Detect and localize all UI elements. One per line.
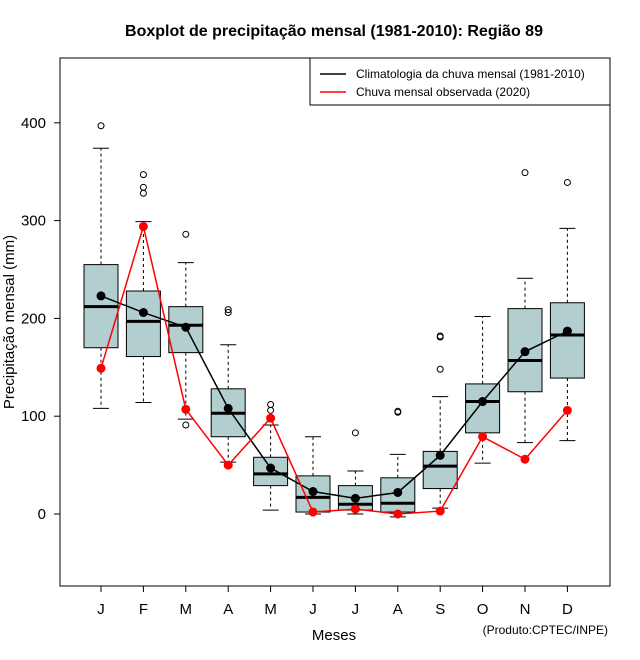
box-iqr bbox=[125, 290, 161, 358]
outlier-point bbox=[521, 169, 529, 177]
series-line bbox=[100, 295, 568, 500]
x-tick-label: M bbox=[264, 601, 277, 618]
y-tick-label: 400 bbox=[21, 115, 46, 132]
box-6 bbox=[295, 436, 331, 515]
outlier-point bbox=[224, 306, 232, 314]
outlier-point bbox=[436, 333, 444, 341]
outlier-point bbox=[139, 189, 147, 197]
outlier-point bbox=[267, 400, 275, 408]
outlier-point bbox=[267, 406, 275, 414]
series-point bbox=[393, 509, 403, 519]
series-point bbox=[435, 450, 445, 460]
series-point bbox=[266, 413, 276, 423]
x-tick-label: J bbox=[352, 601, 360, 618]
series-point bbox=[520, 454, 530, 464]
series-point bbox=[393, 487, 403, 497]
x-tick-label: J bbox=[97, 601, 105, 618]
outlier-point bbox=[436, 365, 444, 373]
y-axis: 0 100 200 300 400 bbox=[21, 115, 60, 523]
box-8 bbox=[380, 407, 416, 518]
outlier-point bbox=[224, 309, 232, 317]
series-point bbox=[138, 221, 148, 231]
x-tick-label: M bbox=[180, 601, 193, 618]
series-point bbox=[308, 487, 318, 497]
x-tick-label: A bbox=[393, 601, 403, 618]
outlier-point bbox=[182, 230, 190, 238]
legend-entry-climatology: Climatologia da chuva mensal (1981-2010) bbox=[356, 67, 585, 81]
series-observed bbox=[96, 221, 572, 519]
y-tick-label: 0 bbox=[38, 506, 46, 523]
legend: Climatologia da chuva mensal (1981-2010)… bbox=[309, 57, 611, 106]
series-point bbox=[308, 507, 318, 517]
series-point bbox=[350, 493, 360, 503]
outlier-point bbox=[351, 429, 359, 437]
series-line bbox=[100, 223, 568, 515]
chart-title: Boxplot de precipitação mensal (1981-201… bbox=[125, 23, 543, 40]
series-point bbox=[181, 322, 191, 332]
box-12 bbox=[549, 178, 585, 442]
series-point bbox=[435, 506, 445, 516]
series-point bbox=[96, 291, 106, 301]
outlier-point bbox=[394, 408, 402, 416]
legend-box bbox=[309, 57, 611, 106]
series-point bbox=[562, 326, 572, 336]
series-point bbox=[350, 504, 360, 514]
series-point bbox=[520, 347, 530, 357]
outlier-point bbox=[563, 178, 571, 186]
box-1 bbox=[83, 122, 119, 409]
series-point bbox=[478, 397, 488, 407]
series-point bbox=[478, 432, 488, 442]
series-point bbox=[96, 363, 106, 373]
x-tick-label: O bbox=[477, 601, 489, 618]
x-tick-label: S bbox=[435, 601, 445, 618]
x-tick-label: J bbox=[309, 601, 317, 618]
box-11 bbox=[507, 169, 543, 444]
box-7 bbox=[337, 429, 373, 515]
series-point bbox=[223, 403, 233, 413]
outlier-point bbox=[139, 171, 147, 179]
series-point bbox=[138, 308, 148, 318]
series-point bbox=[181, 404, 191, 414]
box-2 bbox=[125, 171, 161, 404]
x-tick-label: F bbox=[139, 601, 148, 618]
series-point bbox=[562, 405, 572, 415]
series-point bbox=[266, 463, 276, 473]
legend-entry-observed: Chuva mensal observada (2020) bbox=[356, 85, 530, 99]
x-axis-label: Meses bbox=[312, 627, 356, 644]
x-tick-label: D bbox=[562, 601, 573, 618]
y-axis-label: Precipitação mensal (mm) bbox=[1, 235, 18, 409]
box-iqr bbox=[465, 383, 501, 434]
credit-text: (Produto:CPTEC/INPE) bbox=[483, 623, 608, 637]
y-tick-label: 200 bbox=[21, 310, 46, 327]
outlier-point bbox=[182, 421, 190, 429]
plot-area bbox=[83, 122, 585, 519]
x-tick-label: A bbox=[223, 601, 233, 618]
series-point bbox=[223, 460, 233, 470]
y-tick-label: 300 bbox=[21, 213, 46, 230]
box-9 bbox=[422, 332, 458, 509]
outlier-point bbox=[97, 122, 105, 130]
outlier-point bbox=[139, 183, 147, 191]
series-climatology bbox=[96, 291, 572, 503]
x-tick-label: N bbox=[520, 601, 531, 618]
y-tick-label: 100 bbox=[21, 408, 46, 425]
box-iqr bbox=[549, 302, 585, 379]
